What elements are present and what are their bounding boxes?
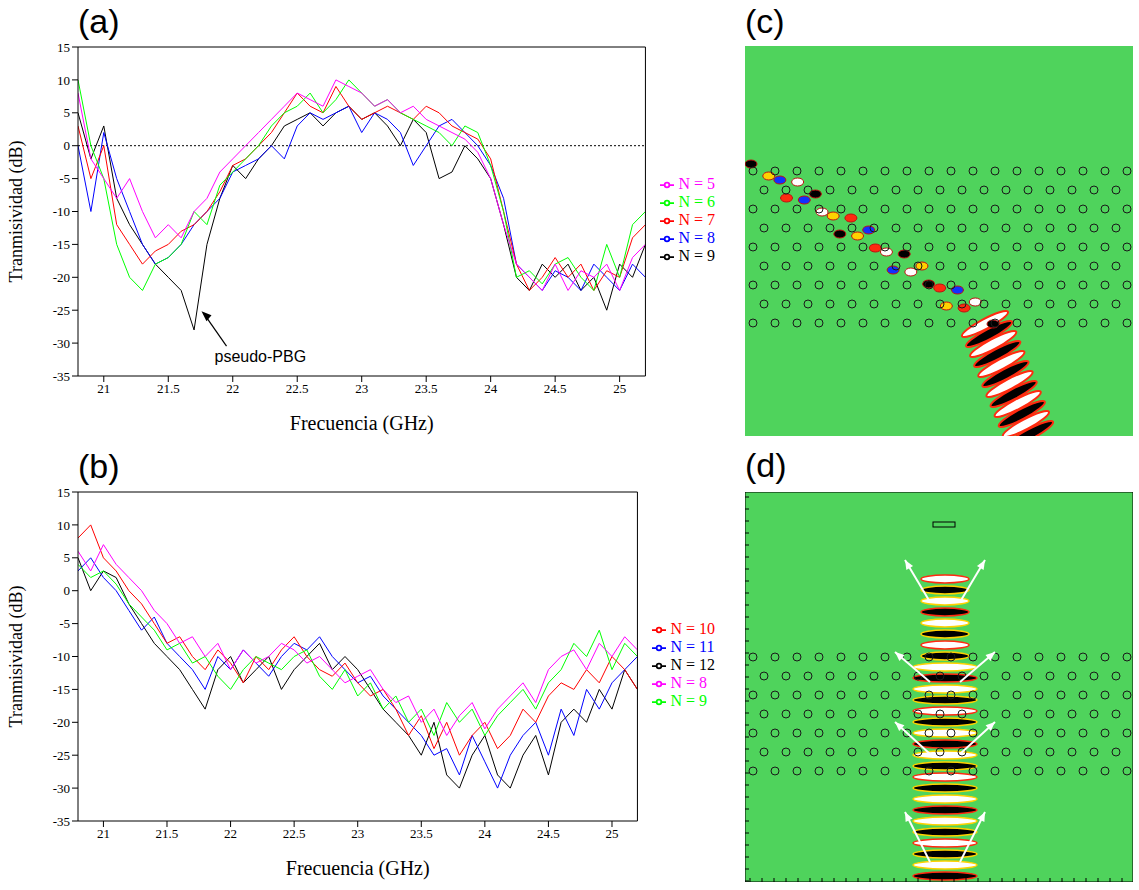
svg-text:24.5: 24.5: [537, 826, 560, 841]
svg-text:-30: -30: [53, 336, 70, 351]
html-text:N = 11: N = 11: [670, 638, 715, 655]
svg-text:22: 22: [224, 826, 237, 841]
svg-text:21: 21: [97, 381, 110, 396]
html-text:N = 8: N = 8: [670, 674, 707, 691]
html-text:N = 8: N = 8: [678, 229, 715, 246]
svg-text:-25: -25: [53, 303, 70, 318]
svg-text:24.5: 24.5: [544, 381, 567, 396]
svg-text:Tranmisividad (dB): Tranmisividad (dB): [6, 141, 27, 283]
svg-text:24: 24: [478, 826, 492, 841]
svg-text:0: 0: [64, 583, 71, 598]
html-text:N = 12: N = 12: [670, 656, 715, 673]
svg-text:Frecuencia (GHz): Frecuencia (GHz): [290, 412, 434, 435]
svg-text:5: 5: [64, 550, 71, 565]
html-text:N = 10: N = 10: [670, 620, 715, 637]
svg-text:25: 25: [613, 381, 626, 396]
html-text:(d): (d): [745, 446, 787, 484]
svg-text:Frecuencia (GHz): Frecuencia (GHz): [286, 857, 430, 880]
html-text:(c): (c): [745, 2, 785, 40]
svg-text:Tranmisividad (dB): Tranmisividad (dB): [6, 586, 27, 728]
html-text:N = 5: N = 5: [678, 175, 715, 192]
svg-text:22: 22: [226, 381, 239, 396]
svg-text:-5: -5: [59, 616, 70, 631]
svg-text:23: 23: [351, 826, 364, 841]
svg-text:22.5: 22.5: [283, 826, 306, 841]
svg-text:24: 24: [484, 381, 498, 396]
html-text:(b): (b): [78, 447, 120, 485]
svg-text:-10: -10: [53, 204, 70, 219]
svg-text:-15: -15: [53, 237, 70, 252]
svg-text:10: 10: [57, 518, 70, 533]
svg-text:-35: -35: [53, 814, 70, 829]
svg-text:5: 5: [64, 105, 71, 120]
svg-text:-10: -10: [53, 649, 70, 664]
svg-text:21.5: 21.5: [156, 826, 179, 841]
svg-text:10: 10: [57, 73, 70, 88]
svg-text:21.5: 21.5: [157, 381, 180, 396]
svg-text:15: 15: [57, 485, 70, 500]
svg-text:0: 0: [64, 138, 71, 153]
svg-text:23: 23: [355, 381, 368, 396]
html-text:N = 6: N = 6: [678, 193, 715, 210]
svg-text:-20: -20: [53, 270, 70, 285]
svg-text:-25: -25: [53, 748, 70, 763]
svg-text:22.5: 22.5: [286, 381, 309, 396]
svg-text:21: 21: [97, 826, 110, 841]
html-text:N = 9: N = 9: [670, 692, 707, 709]
svg-text:25: 25: [605, 826, 618, 841]
svg-text:-5: -5: [59, 171, 70, 186]
svg-text:23.5: 23.5: [410, 826, 433, 841]
html-text:N = 9: N = 9: [678, 247, 715, 264]
svg-text:-35: -35: [53, 369, 70, 384]
svg-text:-30: -30: [53, 781, 70, 796]
svg-text:23.5: 23.5: [415, 381, 438, 396]
svg-text:-20: -20: [53, 715, 70, 730]
svg-text:-15: -15: [53, 682, 70, 697]
svg-text:pseudo-PBG: pseudo-PBG: [215, 348, 307, 365]
svg-text:15: 15: [57, 40, 70, 55]
html-text:(a): (a): [78, 2, 120, 40]
html-text:N = 7: N = 7: [678, 211, 715, 228]
